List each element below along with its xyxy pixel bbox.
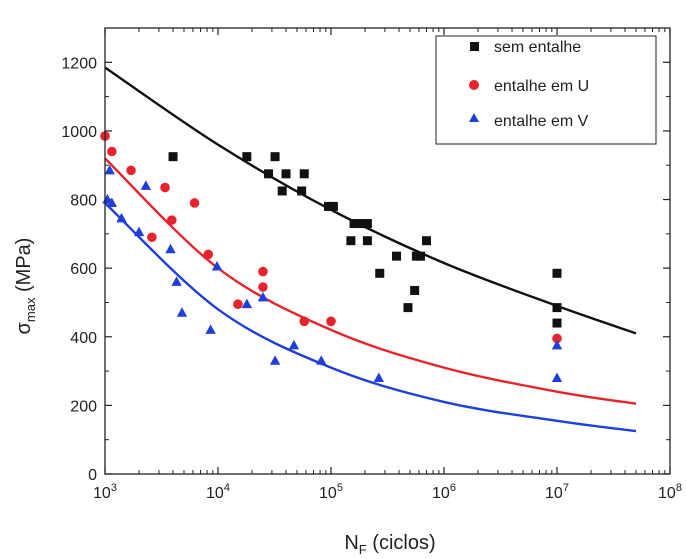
x-tick-label: 106 [432,482,456,502]
x-axis-title: NF (ciclos) [344,532,435,557]
data-point-triangle [373,372,385,382]
data-point-triangle [288,339,300,350]
data-point-triangle [211,260,223,271]
y-tick-label: 200 [70,398,97,415]
data-point-circle [147,232,157,243]
data-point-circle [126,165,136,176]
y-axis-title-subscript: max [23,297,38,322]
y-tick-label: 400 [70,330,97,347]
data-point-square [552,303,562,313]
fit-curve [104,157,637,405]
data-point-circle [258,282,268,292]
x-tick-label: 107 [545,482,569,502]
data-point-square [552,268,562,278]
data-point-triangle [551,339,563,350]
data-point-square [168,152,178,162]
data-point-square [328,201,338,211]
data-point-triangle [205,324,216,334]
data-point-square [375,268,385,278]
data-point-triangle [241,298,253,309]
data-point-square [297,186,307,196]
data-point-triangle [171,276,182,286]
legend-item-sem-entalhe: sem entalhe [470,39,581,56]
data-point-square [392,251,402,261]
legend-triangle-marker [469,113,479,122]
x-tick-label: 105 [319,482,343,502]
x-axis-title-subscript: F [359,542,367,557]
y-tick-label: 600 [70,261,97,278]
data-point-circle [166,215,177,225]
y-axis-title-main: σ [13,321,35,334]
data-point-square [270,152,280,162]
fit-curve [104,202,637,433]
y-tick-label: 1200 [61,55,97,72]
legend-square-marker [470,42,479,51]
y-tick-label: 1000 [61,124,97,141]
data-points [100,131,563,382]
y-axis-title-rest: (MPa) [13,238,35,298]
data-point-square [277,186,287,196]
x-tick-label: 103 [93,482,117,502]
y-tick-label: 0 [88,467,97,484]
data-point-square [421,236,431,246]
x-axis-title-main: N [344,532,358,554]
legend-label: entalhe em U [494,78,589,95]
legend-circle-marker [469,80,479,90]
data-point-triangle [269,355,281,365]
data-point-square [323,201,333,211]
data-point-square [410,285,420,295]
data-point-triangle [116,212,127,223]
y-tick-label: 800 [70,193,97,210]
data-point-square [264,169,274,179]
data-point-triangle [316,355,327,365]
legend: sem entalhe entalhe em U entalhe em V [435,35,657,145]
data-point-square [349,219,359,229]
data-point-triangle [106,197,118,207]
data-point-circle [299,316,310,327]
data-point-triangle [257,291,269,302]
data-point-square [403,303,413,313]
tick-labels: 0 200 400 600 800 1000 1200 103 104 105 106 107 108 [61,55,682,502]
data-point-triangle [140,180,152,190]
data-point-square [281,169,291,179]
data-point-triangle [104,164,115,175]
data-point-triangle [551,372,563,382]
y-axis-title: σmax (MPa) [13,238,38,335]
x-tick-label: 104 [206,482,230,502]
data-point-triangle [133,226,145,237]
data-point-circle [107,146,117,157]
data-point-square [346,236,356,246]
data-point-square [416,251,426,261]
data-point-square [362,236,372,246]
legend-label: entalhe em V [494,113,589,130]
data-point-triangle [165,243,176,254]
data-point-circle [189,198,200,208]
legend-item-entalhe-em-v: entalhe em V [469,113,589,130]
data-point-circle [160,182,170,193]
data-point-square [362,219,372,229]
data-point-circle [203,249,214,260]
x-tick-label: 108 [658,482,682,502]
data-point-square [552,318,562,328]
data-point-square [356,219,366,229]
plot-frame [104,27,671,475]
data-point-circle [552,333,562,344]
data-point-circle [233,299,243,309]
data-point-square [242,152,252,162]
x-axis-title-rest: (ciclos) [367,532,436,554]
legend-box [435,35,657,145]
data-point-triangle [176,307,188,317]
legend-label: sem entalhe [494,39,581,56]
legend-item-entalhe-em-u: entalhe em U [469,78,589,95]
data-point-circle [258,266,268,277]
data-point-circle [326,316,336,327]
data-point-square [299,169,309,179]
